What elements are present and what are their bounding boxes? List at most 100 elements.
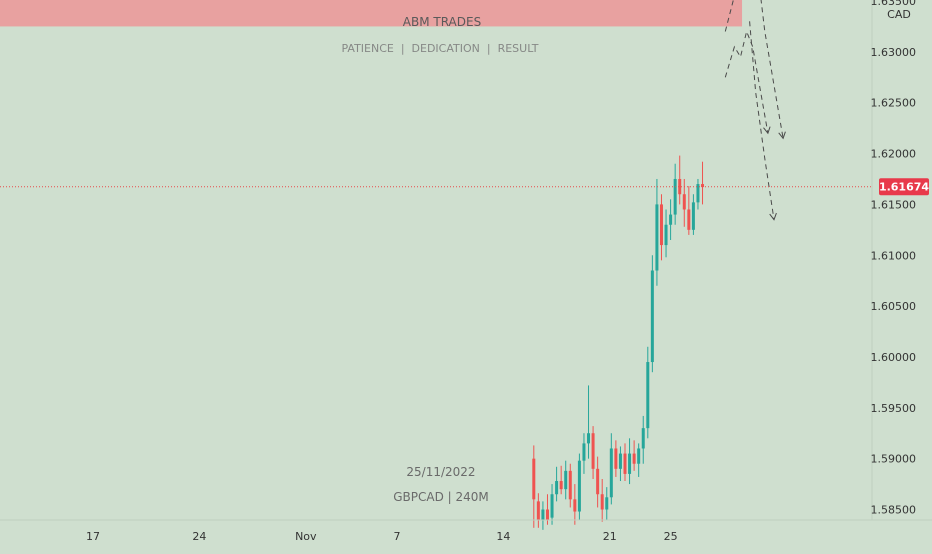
candle-body (591, 433, 595, 469)
candle-body (659, 204, 663, 246)
candle[interactable] (623, 443, 627, 482)
candle-body (609, 448, 613, 498)
price-axis[interactable]: 1.58500 1.59000 1.59500 1.60000 1.60500 1.610… (871, 0, 917, 517)
watermark-title: ABM TRADES (403, 15, 481, 29)
candle-body (637, 448, 641, 464)
candle[interactable] (573, 484, 577, 525)
candle-body (600, 494, 604, 510)
candle[interactable] (650, 255, 654, 373)
candle[interactable] (664, 209, 668, 258)
candle[interactable] (536, 493, 540, 528)
symbol-timeframe-label: GBPCAD | 240M (393, 490, 489, 504)
candle[interactable] (568, 463, 572, 508)
price-tick-label: 1.62500 (871, 97, 917, 110)
time-tick-label: 24 (192, 530, 206, 543)
time-tick-label: 14 (496, 530, 510, 543)
candle-body (641, 428, 645, 449)
candle[interactable] (655, 178, 659, 286)
candle-body (605, 497, 609, 510)
supply-zone-2[interactable] (0, 0, 743, 27)
candle-body (687, 209, 691, 230)
candle-body (587, 433, 591, 444)
candle[interactable] (587, 385, 591, 459)
candle[interactable] (669, 199, 673, 240)
candle-body (678, 178, 682, 195)
candle[interactable] (559, 465, 563, 495)
price-tick-label: 1.58500 (871, 504, 917, 517)
candle-body (623, 453, 627, 474)
candle[interactable] (678, 155, 682, 205)
candle[interactable] (632, 440, 636, 471)
candle-body (614, 448, 618, 469)
candle[interactable] (646, 346, 650, 439)
candle[interactable] (532, 445, 536, 528)
price-tick-label: 1.61500 (871, 198, 917, 211)
candle[interactable] (600, 478, 604, 522)
time-tick-label: 21 (603, 530, 617, 543)
candle[interactable] (577, 453, 581, 520)
price-tick-label: 1.61000 (871, 249, 917, 262)
candle-body (650, 270, 654, 363)
watermark-subtitle: PATIENCE | DEDICATION | RESULT (341, 42, 538, 55)
price-tick-label: 1.63000 (871, 46, 917, 59)
current-price-badge: 1.61674 (879, 178, 929, 196)
candle[interactable] (687, 186, 691, 235)
candle[interactable] (609, 433, 613, 505)
candle[interactable] (591, 426, 595, 479)
time-tick-label: 17 (86, 530, 100, 543)
candle[interactable] (637, 443, 641, 477)
time-tick-label: Nov (295, 530, 317, 543)
candle-body (646, 362, 650, 429)
price-tick-label: 1.63500 (871, 0, 917, 8)
price-tick-label: 1.59000 (871, 453, 917, 466)
candle[interactable] (618, 446, 622, 482)
candle-body (532, 458, 536, 500)
candle-body (673, 178, 677, 215)
candle-body (555, 481, 559, 495)
candle-body (691, 202, 695, 230)
candle-body (655, 204, 659, 271)
price-tick-label: 1.60500 (871, 300, 917, 313)
candle-body (545, 509, 549, 520)
candle[interactable] (673, 163, 677, 225)
currency-label: CAD (887, 8, 911, 21)
candle-body (696, 184, 700, 203)
candle[interactable] (550, 484, 554, 525)
candle-body (618, 453, 622, 469)
time-tick-label: 7 (394, 530, 401, 543)
price-tick-label: 1.59500 (871, 402, 917, 415)
candle[interactable] (555, 466, 559, 502)
candle[interactable] (582, 433, 586, 474)
candle[interactable] (701, 161, 705, 205)
candle[interactable] (659, 194, 663, 261)
candle[interactable] (641, 415, 645, 464)
candle[interactable] (605, 487, 609, 520)
time-axis[interactable]: 17 24 Nov 7 14 21 25 (86, 530, 678, 543)
candle-body (596, 468, 600, 495)
candle[interactable] (614, 440, 618, 477)
price-tick-label: 1.62000 (871, 148, 917, 161)
projection-arrowhead-2 (778, 131, 786, 140)
candle-body (664, 224, 668, 246)
candle[interactable] (696, 178, 700, 210)
projection-path-1[interactable] (724, 29, 769, 134)
time-tick-label: 25 (664, 530, 678, 543)
candle[interactable] (564, 460, 568, 500)
candle-body (701, 184, 705, 188)
candle-body (541, 509, 545, 520)
current-price-value: 1.61674 (879, 181, 929, 194)
candle-body (559, 481, 563, 490)
candle-body (632, 453, 636, 464)
candle[interactable] (541, 501, 545, 530)
candle[interactable] (596, 456, 600, 508)
candle[interactable] (691, 194, 695, 235)
candle-body (564, 470, 568, 490)
candle-body (550, 494, 554, 518)
candle-body (577, 460, 581, 512)
price-tick-label: 1.60000 (871, 351, 917, 364)
candle[interactable] (628, 438, 632, 485)
candle-body (536, 501, 540, 520)
